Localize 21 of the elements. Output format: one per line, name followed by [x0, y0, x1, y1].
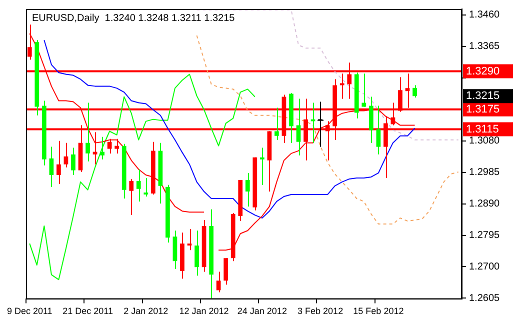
y-tick-label: 1.2985 — [469, 167, 500, 178]
y-tick-label: 1.3080 — [469, 136, 500, 147]
y-tick-label: 1.2890 — [469, 198, 500, 210]
y-tick-label: 1.2605 — [469, 292, 500, 304]
ref-line-label: 1.3115 — [466, 123, 499, 136]
text: 1.3215 — [466, 90, 500, 102]
x-tick-label: 3 Feb 2012 — [298, 306, 344, 316]
line-series — [196, 35, 459, 224]
y-tick-label: 1.3460 — [469, 10, 500, 21]
y-tick-label: 1.3365 — [469, 41, 500, 52]
ref-line-label: 1.3175 — [466, 103, 500, 116]
chart-title: EURUSD,Daily 1.3240 1.3248 1.3211 1.3215 — [32, 12, 236, 24]
x-tick-label: 15 Feb 2012 — [353, 306, 404, 316]
y-tick-label: 1.2795 — [469, 230, 500, 242]
x-tick-label: 2 Jan 2012 — [124, 306, 168, 316]
x-tick-label: 24 Jan 2012 — [237, 306, 287, 316]
ref-line-label: 1.3290 — [466, 65, 500, 78]
y-tick-label: 1.2700 — [469, 261, 500, 272]
x-tick-label: 9 Dec 2011 — [6, 306, 52, 316]
x-tick-label: 12 Jan 2012 — [179, 306, 229, 316]
x-tick-label: 21 Dec 2011 — [62, 306, 113, 316]
